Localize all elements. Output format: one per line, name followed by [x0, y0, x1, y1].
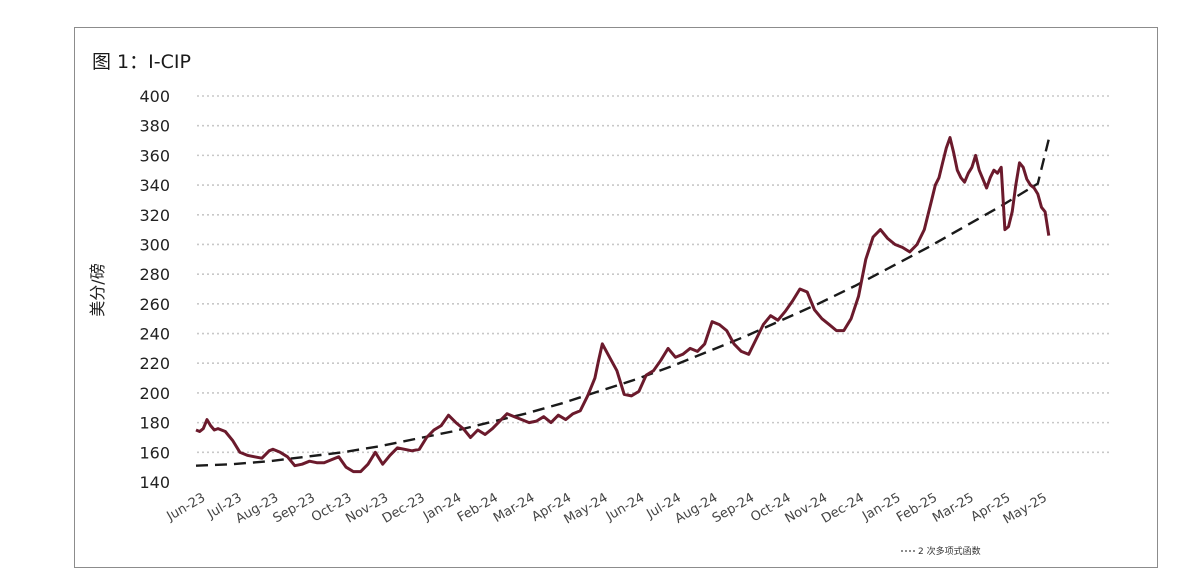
x-tick-label: Mar-25 [930, 490, 976, 525]
x-tick-label: Feb-24 [455, 490, 501, 525]
x-tick-label: Mar-24 [491, 490, 537, 525]
y-tick-label: 200 [139, 384, 170, 403]
x-tick-label: Sep-24 [710, 490, 757, 526]
y-tick-label: 380 [139, 117, 170, 136]
y-tick-label: 180 [139, 414, 170, 433]
x-tick-label: Feb-25 [894, 490, 940, 525]
x-tick-label: Jan-24 [420, 490, 464, 524]
chart-frame [74, 27, 1158, 568]
x-tick-label: Aug-23 [233, 490, 281, 526]
x-tick-label: Dec-23 [380, 490, 428, 526]
x-tick-label: Jan-25 [859, 490, 903, 524]
x-tick-label: Sep-23 [271, 490, 318, 526]
y-tick-label: 240 [139, 325, 170, 344]
legend: 2 次多项式函数 [901, 545, 981, 557]
y-axis-label: 美分/磅 [88, 263, 107, 316]
chart-title: 图 1：I-CIP [92, 51, 191, 73]
x-tick-label: Jun-24 [603, 490, 647, 524]
x-axis-ticks: Jun-23Jul-23Aug-23Sep-23Oct-23Nov-23Dec-… [164, 490, 1050, 527]
trend-line [195, 138, 1050, 467]
x-tick-label: Jun-23 [164, 490, 208, 524]
y-tick-label: 280 [139, 265, 170, 284]
y-tick-label: 260 [139, 295, 170, 314]
y-tick-label: 160 [139, 443, 170, 462]
y-axis-ticks: 140 160 180 200 220 240 260 280 300 320 340 360 380 4… [139, 87, 170, 492]
price-series-line [195, 136, 1051, 474]
x-tick-label: Aug-24 [673, 490, 721, 526]
y-tick-label: 340 [139, 176, 170, 195]
legend-label-trend: 2 次多项式函数 [918, 545, 981, 557]
y-tick-label: 360 [139, 146, 170, 165]
y-tick-label: 400 [139, 87, 170, 106]
y-tick-label: 320 [139, 206, 170, 225]
y-tick-label: 300 [139, 235, 170, 254]
x-tick-label: Dec-24 [819, 490, 867, 526]
y-tick-label: 140 [139, 473, 170, 492]
grid-lines [197, 95, 1112, 454]
y-tick-label: 220 [139, 354, 170, 373]
